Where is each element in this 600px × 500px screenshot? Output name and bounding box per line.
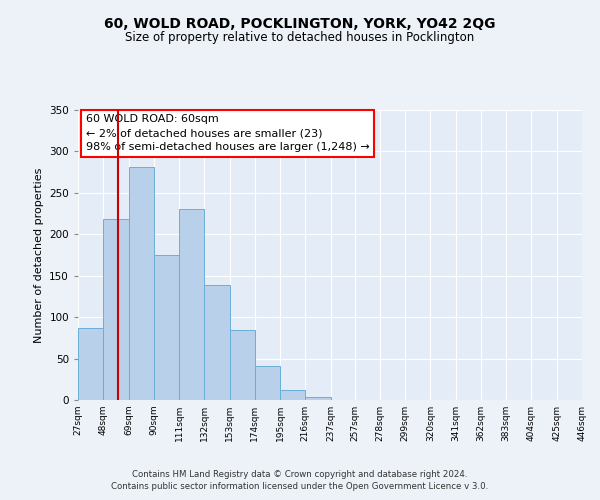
Bar <box>230 330 255 400</box>
Bar <box>205 285 230 400</box>
Text: Contains HM Land Registry data © Crown copyright and database right 2024.: Contains HM Land Registry data © Crown c… <box>132 470 468 479</box>
Bar <box>78 328 103 400</box>
Bar <box>305 396 331 400</box>
Bar <box>154 255 179 400</box>
Bar <box>103 218 128 400</box>
Bar <box>255 366 280 400</box>
Text: Contains public sector information licensed under the Open Government Licence v : Contains public sector information licen… <box>112 482 488 491</box>
Text: Size of property relative to detached houses in Pocklington: Size of property relative to detached ho… <box>125 31 475 44</box>
Bar <box>280 390 305 400</box>
Y-axis label: Number of detached properties: Number of detached properties <box>34 168 44 342</box>
Bar <box>128 167 154 400</box>
Text: 60 WOLD ROAD: 60sqm
← 2% of detached houses are smaller (23)
98% of semi-detache: 60 WOLD ROAD: 60sqm ← 2% of detached hou… <box>86 114 370 152</box>
Text: 60, WOLD ROAD, POCKLINGTON, YORK, YO42 2QG: 60, WOLD ROAD, POCKLINGTON, YORK, YO42 2… <box>104 18 496 32</box>
Bar <box>179 208 205 400</box>
